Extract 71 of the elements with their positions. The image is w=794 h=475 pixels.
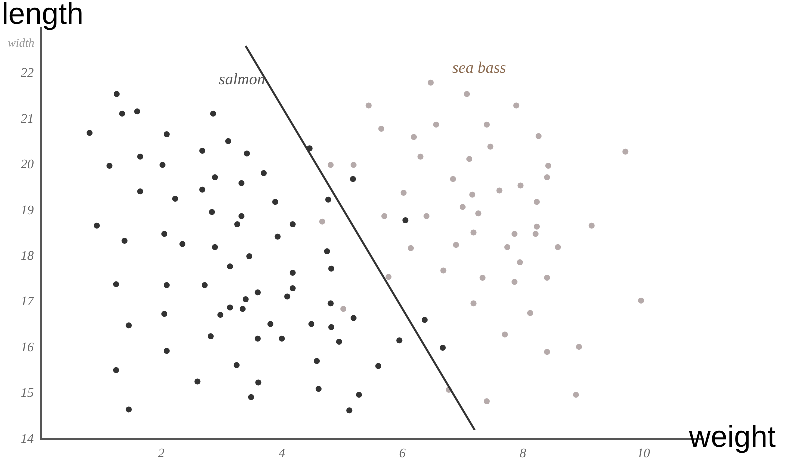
point <box>328 162 334 168</box>
point <box>484 122 490 128</box>
point <box>576 344 582 350</box>
x-tick-label: 8 <box>520 446 527 461</box>
point <box>411 134 418 140</box>
point <box>466 156 473 162</box>
y-axis-title: length <box>2 0 84 31</box>
y-tick-label: 17 <box>21 294 34 309</box>
text: width <box>8 36 35 51</box>
point <box>545 163 552 170</box>
point <box>638 298 644 304</box>
point <box>622 148 629 155</box>
point <box>532 231 539 238</box>
series-label: sea bass <box>452 60 506 78</box>
point <box>470 192 476 198</box>
x-tick-label: 6 <box>399 446 406 461</box>
series-label: salmon <box>219 71 266 88</box>
point <box>480 275 486 282</box>
point <box>470 300 477 307</box>
point <box>460 204 466 210</box>
point <box>512 279 518 286</box>
y-tick-label: 20 <box>21 156 34 172</box>
point <box>555 244 562 250</box>
point <box>386 274 392 280</box>
point <box>504 244 511 250</box>
x-tick-label: 10 <box>637 446 651 461</box>
point <box>512 231 518 238</box>
point <box>527 310 534 316</box>
point <box>428 80 434 86</box>
point <box>450 176 456 182</box>
point <box>544 174 550 180</box>
point <box>502 332 508 338</box>
point <box>440 268 447 274</box>
y-tick-label: 15 <box>21 385 34 400</box>
point <box>408 245 414 252</box>
y-tick-label: 18 <box>21 248 34 263</box>
point <box>424 213 430 220</box>
point <box>366 102 372 109</box>
point <box>464 91 470 98</box>
point <box>536 133 542 140</box>
point <box>514 102 520 109</box>
point <box>400 190 407 196</box>
x-tick-label: 4 <box>278 446 286 461</box>
x-tick-label: 2 <box>158 446 166 461</box>
point <box>382 213 388 220</box>
x-axis-title: weight <box>689 421 776 454</box>
y-tick-label: 14 <box>21 430 34 446</box>
point <box>418 154 424 160</box>
point <box>517 260 524 266</box>
point <box>453 242 460 248</box>
point <box>544 349 550 356</box>
point <box>484 398 490 404</box>
point <box>534 224 540 230</box>
point <box>433 122 440 128</box>
point <box>350 162 357 168</box>
y-tick-label: 22 <box>21 65 34 80</box>
point <box>544 275 550 282</box>
point <box>573 392 580 398</box>
point <box>496 188 503 194</box>
point <box>518 182 524 189</box>
point <box>534 199 540 206</box>
point <box>319 218 326 225</box>
y-tick-label: 19 <box>21 202 34 218</box>
y-tick-label: 16 <box>21 339 34 354</box>
point <box>588 222 595 229</box>
y-tick-label: 21 <box>21 110 34 126</box>
point <box>340 306 347 312</box>
point <box>470 230 477 236</box>
point <box>476 210 482 217</box>
point <box>378 126 385 132</box>
point <box>488 144 494 150</box>
